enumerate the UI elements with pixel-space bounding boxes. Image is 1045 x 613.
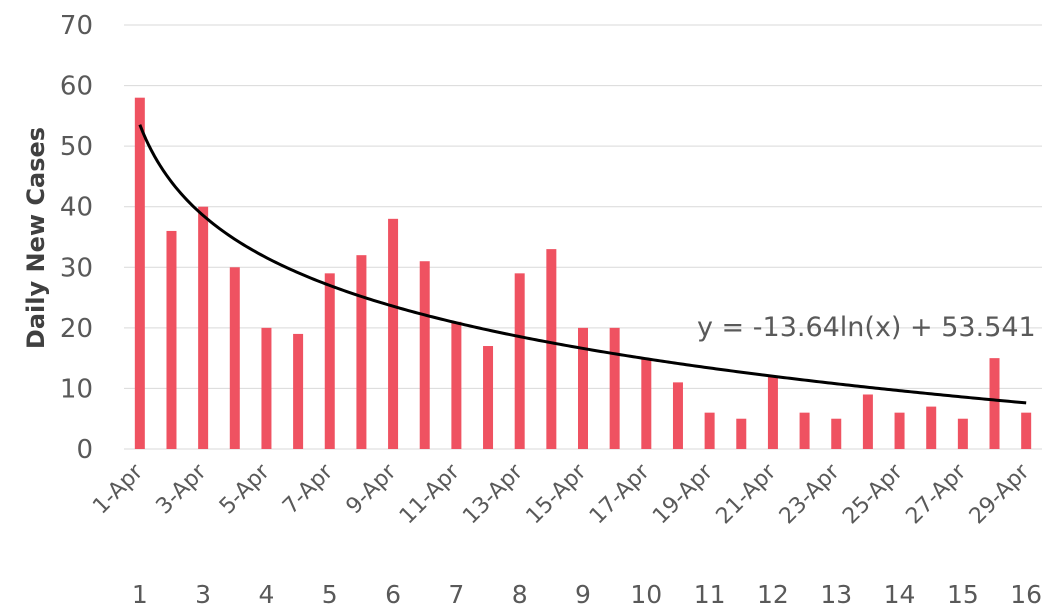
x-axis-number-labels: 1 3 4 5 6 7 8 9 10 11 12 13 14 15 16 (132, 580, 1042, 609)
bar (926, 406, 937, 449)
x-tick-label: 3-Apr (152, 459, 212, 519)
x-tick-label: 13-Apr (458, 459, 528, 529)
bar (704, 412, 715, 449)
bar (483, 346, 494, 449)
x-number-label: 11 (694, 580, 726, 609)
y-tick-label: 50 (60, 132, 93, 162)
y-tick-label: 40 (60, 193, 93, 223)
bar (1021, 412, 1032, 449)
bar (799, 412, 810, 449)
trendline-equation: y = -13.64ln(x) + 53.541 (697, 312, 1036, 343)
bar (672, 382, 683, 449)
x-tick-label: 1-Apr (88, 459, 148, 519)
x-number-label: 9 (575, 580, 591, 609)
bar (546, 249, 557, 449)
bar-series (134, 97, 1032, 449)
x-tick-label: 5-Apr (215, 459, 275, 519)
y-axis-title: Daily New Cases (22, 127, 50, 349)
bar (578, 327, 588, 449)
y-tick-label: 0 (76, 435, 93, 465)
x-tick-label: 9-Apr (342, 459, 402, 519)
bar (451, 321, 462, 449)
x-tick-label: 29-Apr (965, 459, 1035, 529)
x-tick-label: 25-Apr (838, 459, 908, 529)
bar (388, 218, 399, 449)
y-tick-label: 20 (60, 314, 93, 344)
y-tick-label: 10 (60, 374, 93, 404)
x-number-label: 5 (322, 580, 338, 609)
bar (198, 206, 209, 449)
bar (134, 97, 145, 449)
bar (293, 333, 304, 449)
x-number-label: 4 (258, 580, 274, 609)
x-number-label: 8 (512, 580, 528, 609)
x-tick-label: 27-Apr (901, 459, 971, 529)
bar (514, 273, 525, 449)
x-number-label: 1 (132, 580, 148, 609)
bar (609, 327, 620, 449)
x-number-label: 13 (820, 580, 852, 609)
x-number-label: 15 (947, 580, 979, 609)
x-number-label: 14 (884, 580, 916, 609)
bar (736, 418, 747, 449)
bar (419, 261, 430, 449)
bar (957, 418, 968, 449)
x-number-label: 10 (630, 580, 662, 609)
x-number-label: 12 (757, 580, 789, 609)
x-tick-label: 23-Apr (775, 459, 845, 529)
bar (641, 358, 652, 449)
bar (324, 273, 335, 449)
x-tick-label: 11-Apr (395, 459, 465, 529)
x-tick-label: 7-Apr (278, 459, 338, 519)
bar (767, 376, 778, 449)
bar (166, 230, 177, 449)
x-number-label: 3 (195, 580, 211, 609)
x-tick-label: 19-Apr (648, 459, 718, 529)
x-number-label: 6 (385, 580, 401, 609)
y-tick-label: 70 (60, 11, 93, 41)
bar (989, 358, 1000, 449)
y-tick-label: 60 (60, 72, 93, 102)
x-axis-date-labels: 1-Apr 3-Apr 5-Apr 7-Apr 9-Apr11-Apr13-Apr15-… (88, 459, 1035, 529)
bar (229, 267, 240, 449)
y-tick-label: 30 (60, 253, 93, 283)
y-axis-ticks: 0 10 20 30 40 50 60 70 (60, 11, 93, 465)
log-trendline (138, 124, 1027, 405)
x-number-label: 7 (448, 580, 464, 609)
bar (894, 412, 905, 449)
x-number-label: 16 (1010, 580, 1042, 609)
x-tick-label: 21-Apr (712, 459, 782, 529)
bar (831, 418, 842, 449)
x-tick-label: 15-Apr (522, 459, 592, 529)
x-tick-label: 17-Apr (585, 459, 655, 529)
bar (261, 327, 272, 449)
bar (356, 255, 367, 449)
bar (862, 394, 873, 449)
